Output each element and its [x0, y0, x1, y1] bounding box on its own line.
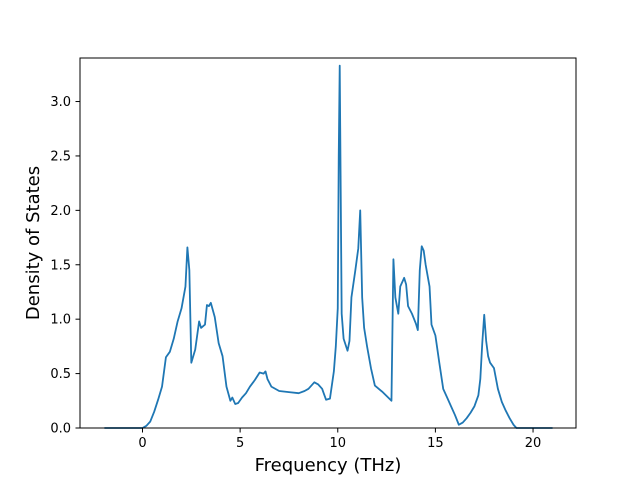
plot-frame [79, 57, 577, 429]
y-tick-label: 1.0 [50, 313, 71, 328]
y-tick-label: 2.0 [50, 204, 71, 219]
plot-area [80, 58, 576, 428]
y-tick-label: 0.0 [50, 422, 71, 437]
x-axis-label: Frequency (THz) [255, 455, 402, 476]
x-tick-label: 20 [525, 436, 542, 451]
x-tick-label: 10 [329, 436, 346, 451]
y-axis: 0.0 0.5 1.0 1.5 2.0 2.5 3.0 [50, 95, 80, 437]
x-axis: 0 5 10 15 20 [138, 428, 541, 451]
y-tick-label: 3.0 [50, 95, 71, 110]
y-tick-label: 1.5 [50, 258, 71, 273]
y-tick-label: 0.5 [50, 367, 71, 382]
y-tick-label: 2.5 [50, 149, 71, 164]
x-tick-label: 0 [138, 436, 146, 451]
x-tick-label: 5 [236, 436, 244, 451]
y-axis-label: Density of States [23, 166, 44, 320]
x-tick-label: 15 [427, 436, 444, 451]
dos-series-line [104, 64, 553, 429]
